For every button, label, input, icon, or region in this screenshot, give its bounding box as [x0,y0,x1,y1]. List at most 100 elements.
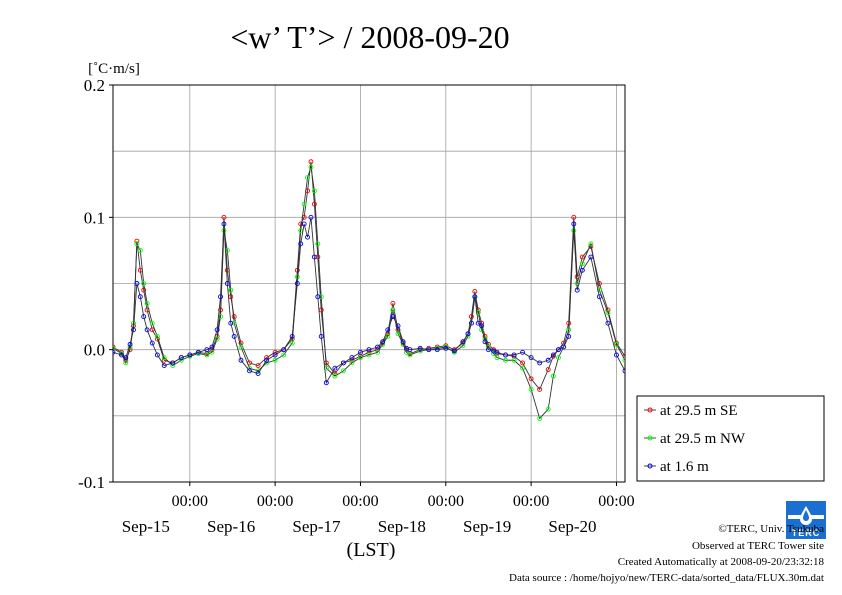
data-point [204,347,210,353]
data-point [555,347,561,353]
data-point [657,350,661,354]
data-point [255,363,261,368]
data-point [700,348,704,352]
data-point [332,371,338,376]
data-point [289,340,295,346]
data-point [511,352,517,358]
series-3 [113,214,671,386]
data-point [647,358,651,362]
data-point [272,352,278,358]
x-tick-time-label: 00:00 [342,493,378,510]
data-point [460,339,466,345]
y-axis-label: [˚C·m/s] [88,61,140,77]
data-point [407,347,413,353]
x-tick-date-label: Sep-19 [463,517,511,536]
data-point [662,348,666,352]
data-point [528,386,534,392]
data-point [349,355,355,361]
data-point [652,353,656,357]
y-tick-label: 0.1 [84,208,105,227]
data-point [605,320,611,326]
data-point [537,360,543,366]
axes: 0.20.10.0-0.100:00Sep-1500:00Sep-1600:00… [78,76,635,536]
data-point [468,314,474,320]
data-point [141,314,147,320]
data-point [642,361,646,365]
data-point [579,261,585,267]
chart-title: <w’ T’> / 2008-09-20 [230,19,509,55]
data-point [596,287,602,293]
data-point [311,188,317,194]
data-point [700,348,704,352]
data-point [358,349,363,355]
data-point [137,247,143,253]
data-point [366,347,372,353]
data-point [149,340,155,346]
data-point [301,221,307,227]
logo-text: TERC [791,528,821,538]
data-point [305,175,311,181]
data-point [154,352,160,358]
data-point [315,241,321,247]
data-point [308,159,314,165]
data-point [566,333,572,339]
data-point [545,406,551,412]
x-tick-time-label: 00:00 [257,493,293,510]
data-point [161,363,167,368]
data-point [503,352,508,358]
data-point [417,345,423,351]
data-point [298,241,304,247]
data-point [390,314,396,320]
data-point [400,339,406,345]
data-point [170,360,176,366]
data-point [667,348,671,352]
data-point [308,164,314,170]
data-point [154,333,160,339]
data-point [231,314,237,320]
data-point [170,363,176,368]
data-point [434,347,440,353]
data-point [332,373,338,379]
data-point [520,365,526,371]
x-tick-time-label: 00:00 [513,493,549,510]
data-point [632,366,636,370]
legend-label: at 29.5 m NW [660,431,746,447]
data-point [674,348,678,352]
data-point [294,281,300,286]
data-point [494,355,500,361]
data-point [187,352,193,358]
data-point [588,254,594,260]
data-point [622,357,625,363]
data-point [224,281,230,286]
data-point [218,294,223,300]
data-point [178,357,184,363]
data-point [657,350,661,354]
data-point [468,320,474,326]
data-point [247,368,252,374]
data-point [123,360,129,366]
data-point [141,281,147,286]
data-point [311,201,317,207]
data-point [298,221,304,227]
data-point [691,348,695,352]
credit-observed: Observed at TERC Tower site [691,540,824,552]
data-point [281,347,287,353]
data-point [228,320,234,326]
credit-created: Created Automatically at 2008-09-20/23:3… [617,556,824,568]
data-point [149,327,155,333]
data-point [465,331,471,337]
data-point [209,349,215,355]
data-point [652,354,656,358]
x-tick-time-label: 00:00 [428,493,464,510]
data-point [385,333,391,339]
y-tick-label: -0.1 [78,473,105,492]
data-point [264,355,270,361]
data-point [605,310,611,316]
series-line [113,166,625,420]
data-point [486,347,491,353]
data-point [647,356,651,360]
data-point [632,361,636,365]
legend-marker [647,435,653,441]
data-point [537,386,543,392]
x-tick-time-label: 00:00 [172,493,208,510]
